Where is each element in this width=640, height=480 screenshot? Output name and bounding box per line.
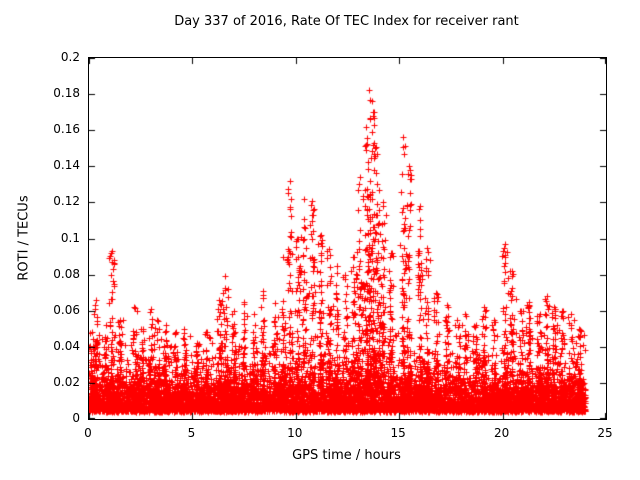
x-tick-label: 20 (493, 426, 510, 440)
y-tick-label: 0.16 (53, 122, 80, 137)
x-tick-label: 15 (390, 426, 406, 440)
y-tick-label: 0.2 (60, 50, 80, 64)
x-tick-label: 10 (287, 426, 303, 440)
x-tick-label: 0 (84, 426, 92, 440)
x-axis-label: GPS time / hours (292, 448, 401, 463)
y-tick-label: 0.06 (53, 302, 80, 317)
plot-area (88, 57, 607, 420)
y-axis-label: ROTI / TECUs (16, 195, 32, 281)
y-tick-label: 0 (72, 411, 80, 425)
x-tick-label: 5 (187, 426, 196, 440)
y-tick-label: 0.18 (53, 86, 80, 101)
x-tick-label: 25 (597, 426, 613, 440)
y-tick-label: 0.02 (53, 374, 80, 389)
chart-title: Day 337 of 2016, Rate Of TEC Index for r… (174, 14, 519, 29)
y-tick-label: 0.04 (53, 338, 80, 353)
y-tick-label: 0.14 (53, 158, 80, 173)
